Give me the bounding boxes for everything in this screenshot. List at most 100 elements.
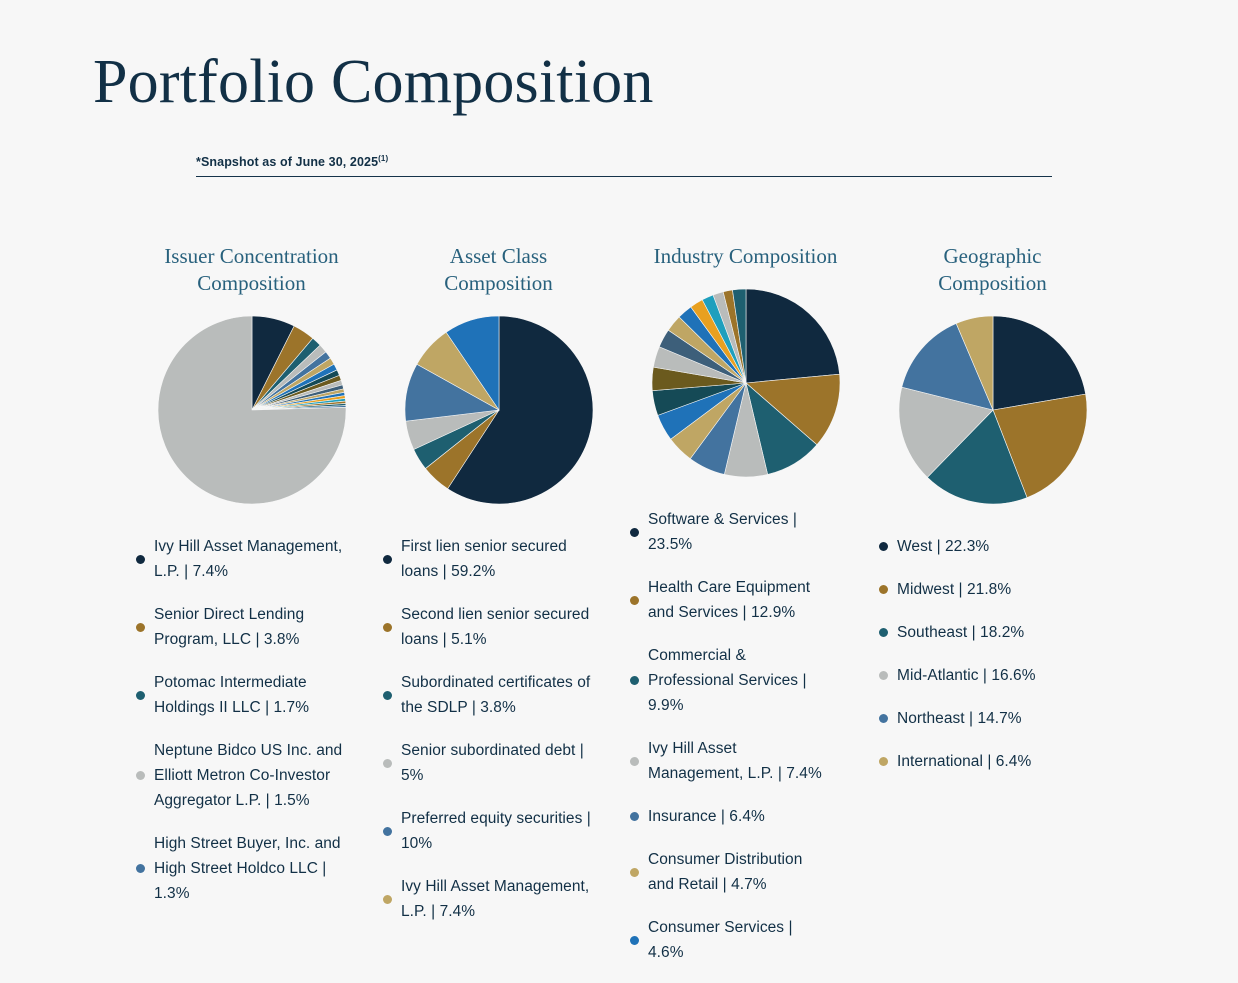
legend-item: High Street Buyer, Inc. and High Street … [136,831,352,906]
legend-color-swatch [383,554,392,564]
legend-color-swatch [879,757,888,766]
legend-item: West | 22.3% [879,534,1089,559]
pie-slice [992,393,1087,498]
legend-item: Mid-Atlantic | 16.6% [879,663,1089,688]
legend-item: Preferred equity securities | 10% [383,806,599,856]
pie-svg [898,315,1087,504]
snapshot-note: *Snapshot as of June 30, 2025(1) [196,150,388,171]
column-geographic: Geographic Composition West | 22.3% Midwe… [869,243,1116,792]
legend-color-swatch [630,935,639,945]
column-issuer-concentration: Issuer Concentration Composition Ivy Hil… [128,243,375,924]
pie-chart-asset-class [399,307,599,512]
portfolio-composition-page: Portfolio Composition *Snapshot as of Ju… [93,47,1087,961]
pie-svg [157,315,346,504]
legend-item: Northeast | 14.7% [879,706,1089,731]
legend-color-swatch [383,690,392,700]
legend-color-swatch [136,554,145,564]
pie-slice [157,315,346,504]
legend-item-label: Consumer Distribution and Retail | 4.7% [648,851,803,893]
legend-item: Second lien senior secured loans | 5.1% [383,602,599,652]
legend-item: First lien senior secured loans | 59.2% [383,534,599,584]
pie-slice [446,315,593,504]
pie-chart-geographic [893,307,1093,512]
legend-color-swatch [630,676,639,685]
legend-item-label: Commercial & Professional Services | 9.9… [648,647,807,714]
pie-slice [744,373,840,445]
page-title: Portfolio Composition [93,47,654,116]
legend-item-label: Consumer Services | 4.6% [648,919,793,961]
legend-color-swatch [383,758,392,768]
legend-color-swatch [136,864,145,873]
legend-item: Neptune Bidco US Inc. and Elliott Metron… [136,738,352,813]
snapshot-note-block: *Snapshot as of June 30, 2025(1) [196,150,1052,178]
legend-item-label: Senior Direct Lending Program, LLC | 3.8… [154,606,305,648]
pie-slice [992,315,1086,410]
pie-chart-industry [646,280,846,485]
legend-item: Software & Services | 23.5% [630,507,830,557]
legend-color-swatch [383,622,392,632]
legend-item-label: Neptune Bidco US Inc. and Elliott Metron… [154,742,343,809]
pie-slice [926,408,1027,504]
legend-item-label: Potomac Intermediate Holdings II LLC | 1… [154,674,310,716]
legend-item: Southeast | 18.2% [879,620,1089,645]
legend-color-swatch [879,542,888,551]
pie-slice [955,315,993,410]
column-asset-class: Asset Class Composition First lien senio… [375,243,622,942]
legend-item: Potomac Intermediate Holdings II LLC | 1… [136,670,352,720]
legend-item: Consumer Distribution and Retail | 4.7% [630,847,830,897]
legend-item: Ivy Hill Asset Management, L.P. | 7.4% [136,534,352,584]
pie-slice [745,288,840,383]
legend-color-swatch [383,894,392,904]
legend-color-swatch [630,867,639,877]
legend-industry: Software & Services | 23.5% Health Care E… [630,507,830,983]
legend-item-label: Mid-Atlantic | 16.6% [897,667,1036,684]
legend-item-label: Southeast | 18.2% [897,624,1025,641]
legend-item-label: Ivy Hill Asset Management, L.P. | 7.4% [648,740,822,782]
legend-item-label: Preferred equity securities | 10% [401,810,591,852]
legend-color-swatch [879,628,888,637]
legend-asset-class: First lien senior secured loans | 59.2% S… [383,534,599,942]
legend-item-label: Second lien senior secured loans | 5.1% [401,606,590,648]
legend-item-label: Ivy Hill Asset Management, L.P. | 7.4% [154,538,343,580]
legend-item-label: First lien senior secured loans | 59.2% [401,538,567,580]
legend-item: Consumer Services | 4.6% [630,915,830,965]
legend-item: International | 6.4% [879,749,1089,774]
legend-item: Midwest | 21.8% [879,577,1089,602]
legend-color-swatch [630,595,639,605]
legend-color-swatch [136,622,145,632]
snapshot-footnote-marker: (1) [378,154,389,163]
legend-item: Senior subordinated debt | 5% [383,738,599,788]
legend-geographic: West | 22.3% Midwest | 21.8% Southeast | 1… [879,534,1089,792]
column-header: Geographic Composition [938,244,1047,295]
column-header: Asset Class Composition [444,244,553,295]
pie-slice [445,315,499,411]
legend-color-swatch [630,812,639,821]
pie-svg [651,288,840,477]
legend-item-label: Subordinated certificates of the SDLP | … [401,674,591,716]
legend-color-swatch [136,690,145,700]
pie-slice [900,322,994,410]
pie-slice [731,288,746,383]
pie-chart-issuer-concentration [152,307,352,512]
legend-item-label: West | 22.3% [897,538,990,555]
legend-color-swatch [879,585,888,594]
legend-item-label: Software & Services | 23.5% [648,511,797,553]
legend-item: Ivy Hill Asset Management, L.P. | 7.4% [630,736,830,786]
pie-slice [898,386,994,478]
legend-item: Health Care Equipment and Services | 12.… [630,575,830,625]
legend-color-swatch [630,756,639,766]
legend-color-swatch [879,714,888,723]
divider [196,176,1052,178]
snapshot-note-text: *Snapshot as of June 30, 2025 [196,155,379,170]
column-industry: Industry Composition Software & Services… [622,243,869,983]
legend-item-label: Senior subordinated debt | 5% [401,742,584,784]
composition-columns: Issuer Concentration Composition Ivy Hil… [128,243,1178,983]
legend-color-swatch [136,771,145,780]
legend-item-label: Ivy Hill Asset Management, L.P. | 7.4% [401,878,590,920]
legend-color-swatch [630,527,639,537]
legend-color-swatch [383,826,392,836]
legend-item: Ivy Hill Asset Management, L.P. | 7.4% [383,874,599,924]
legend-item: Insurance | 6.4% [630,804,830,829]
legend-item-label: Midwest | 21.8% [897,581,1012,598]
legend-item-label: Northeast | 14.7% [897,710,1022,727]
